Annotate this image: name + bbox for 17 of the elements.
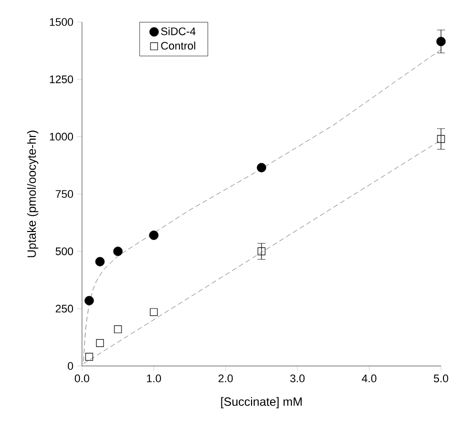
x-tick-label: 2.0 [218,374,233,382]
y-tick-label: 500 [56,247,74,256]
y-tick-label: 1500 [50,18,74,26]
y-tick-label: 1250 [50,75,74,84]
y-tick-label: 1000 [50,132,74,141]
x-tick-label: 1.0 [147,374,161,382]
y-tick-label: 750 [56,190,74,198]
y-tick-label: 0 [68,362,74,370]
x-tick-label: 5.0 [434,374,448,382]
legend-label: SiDC-4 [161,27,196,36]
x-tick-label: 0.0 [74,374,90,382]
x-tick-label: 3.0 [290,374,305,382]
x-tick-label: 4.0 [362,374,376,382]
y-tick-label: 250 [56,304,74,313]
legend-label: Control [161,42,196,50]
x-axis-title: [Succinate] mM [221,397,302,408]
y-axis-title: Uptake (pmol/oocyte-hr) [27,130,38,258]
